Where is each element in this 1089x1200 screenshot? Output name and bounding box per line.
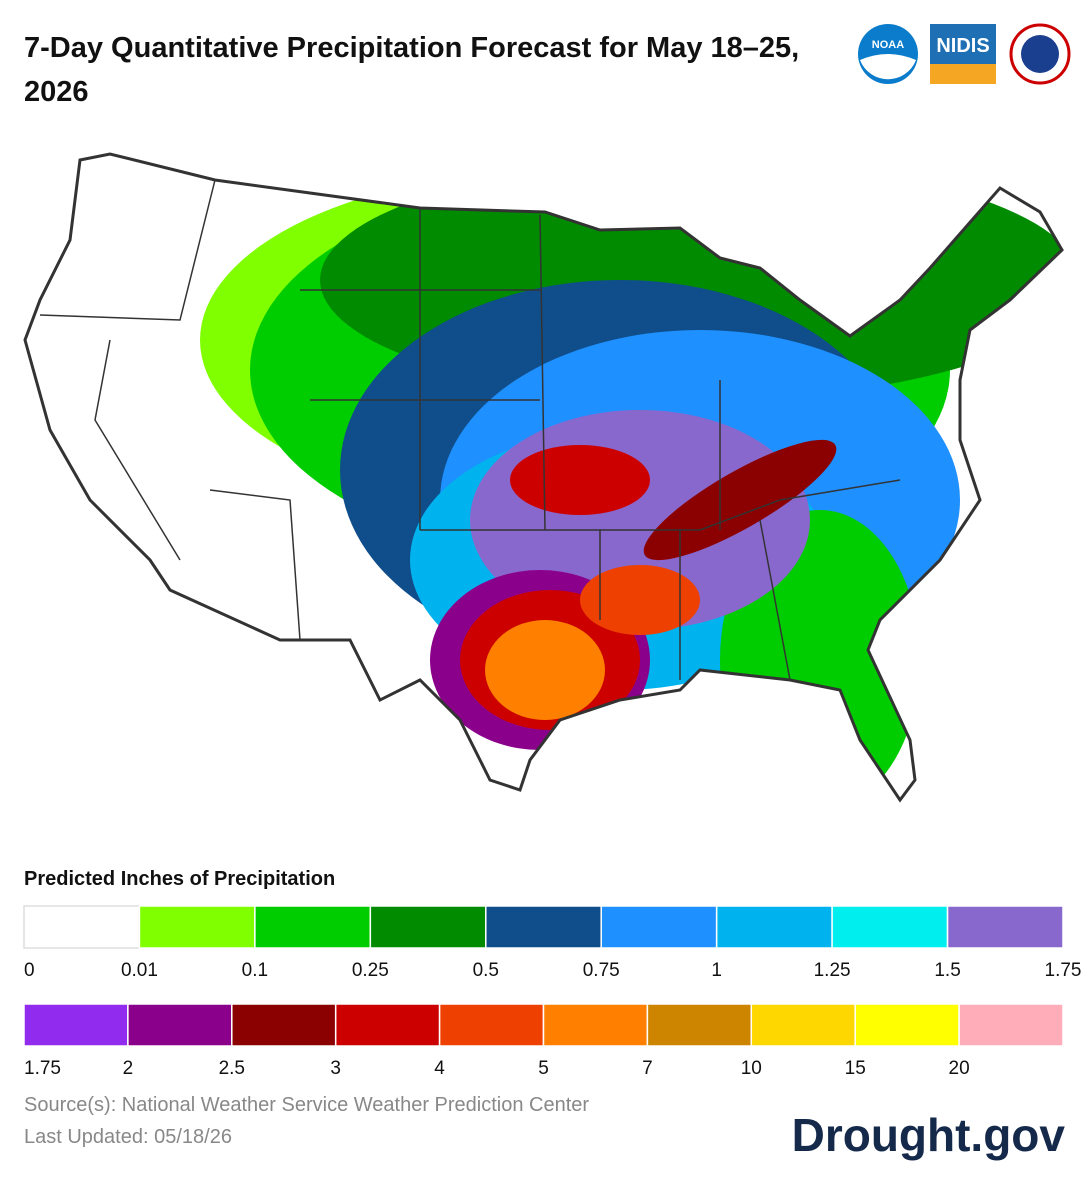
field [485, 620, 605, 720]
logos: NOAA NIDIS [858, 23, 1071, 85]
nidis-text: NIDIS [936, 35, 989, 57]
legend-swatch [23, 905, 141, 949]
legend-label: 7 [642, 1058, 653, 1079]
legend-swatch [854, 1003, 960, 1047]
legend-swatch [750, 1003, 856, 1047]
legend-label: 4 [434, 1058, 445, 1079]
legend-swatch [946, 905, 1064, 949]
legend: 0 0.01 0.1 0.25 0.5 0.75 1 1.25 1.5 1.75 1.75 2 2.5 3… [23, 905, 1082, 1079]
legend-label: 1.25 [814, 960, 851, 981]
legend-label: 0.5 [473, 960, 499, 981]
legend-swatch [958, 1003, 1064, 1047]
legend-swatch [438, 1003, 545, 1047]
noaa-text: NOAA [872, 39, 904, 51]
legend-label: 0.1 [242, 960, 268, 981]
legend-swatch [542, 1003, 649, 1047]
legend-label: 20 [949, 1058, 970, 1079]
source: Source(s): National Weather Service Weat… [24, 1094, 590, 1116]
title: 7-Day Quantitative Precipitation Forecas… [24, 32, 800, 108]
legend-label: 3 [330, 1058, 341, 1079]
legend-swatch [485, 905, 602, 949]
legend-swatch [254, 905, 372, 949]
legend-label: 2 [123, 1058, 134, 1079]
nidis-band [930, 64, 996, 84]
legend-label: 0 [24, 960, 35, 981]
legend-swatch [369, 905, 487, 949]
legend-label: 1.75 [1045, 960, 1082, 981]
legend-label: 2.5 [219, 1058, 245, 1079]
legend-label: 1.75 [24, 1058, 61, 1079]
legend-swatch [127, 1003, 233, 1047]
field [510, 445, 650, 515]
noaa-wave [860, 54, 916, 80]
legend-swatch [600, 905, 718, 949]
legend-swatch [23, 1003, 129, 1047]
legend-swatch [334, 1003, 441, 1047]
legend-label: 1.5 [934, 960, 960, 981]
us-outline [23, 152, 1064, 803]
nws-inner [1021, 35, 1059, 73]
legend-label: 10 [741, 1058, 762, 1079]
legend-label: 0.75 [583, 960, 620, 981]
legend-label: 0.01 [121, 960, 158, 981]
legend-swatch [231, 1003, 337, 1047]
legend-label: 0.25 [352, 960, 389, 981]
field [580, 565, 700, 635]
last-updated: Last Updated: 05/18/26 [24, 1126, 232, 1148]
precip-fields [200, 160, 1062, 800]
legend-swatch [831, 905, 949, 949]
legend-label: 5 [538, 1058, 549, 1079]
legend-swatch [138, 905, 256, 949]
legend-label: 1 [711, 960, 722, 981]
state-lines [39, 179, 901, 681]
legend-label: 15 [845, 1058, 866, 1079]
map [23, 152, 1064, 803]
legend-swatch [715, 905, 833, 949]
brand: Drought.gov [791, 1109, 1065, 1161]
legend-swatch [646, 1003, 753, 1047]
legend-title: Predicted Inches of Precipitation [24, 868, 336, 890]
